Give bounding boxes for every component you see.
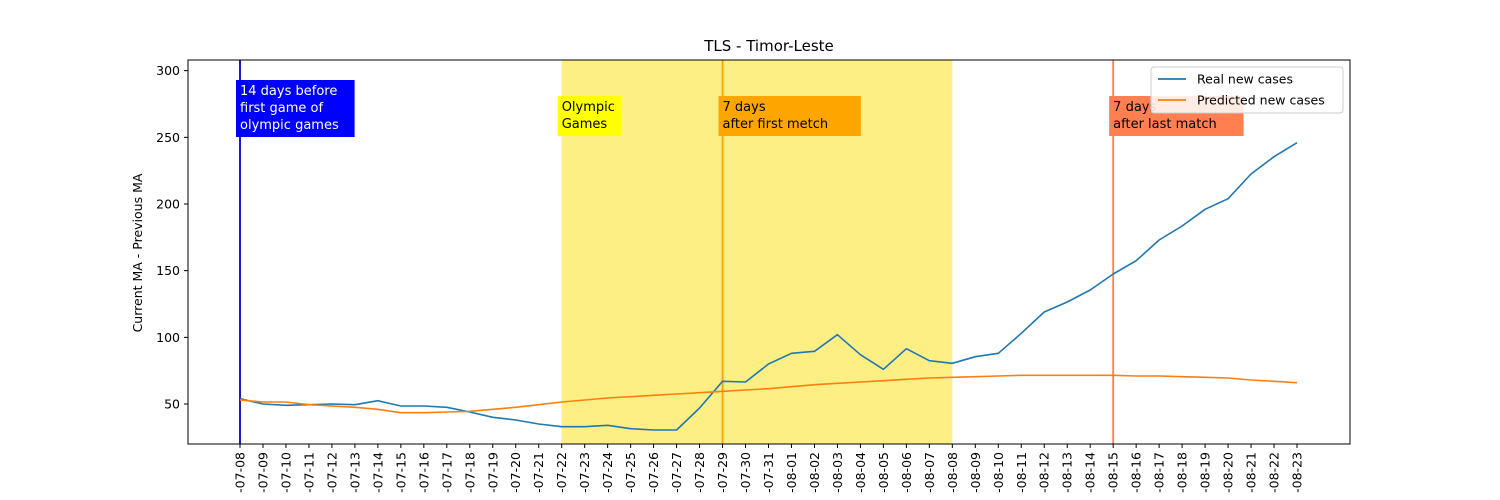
x-tick-label-41: -08-18: [1175, 452, 1190, 493]
annotation-text-1-0: Olympic: [562, 100, 615, 115]
annotation-text-1-1: Games: [562, 117, 608, 132]
x-tick-label-28: -08-05: [876, 452, 891, 493]
legend-label-0: Real new cases: [1197, 72, 1293, 87]
annotation-box-0: [236, 80, 355, 137]
x-tick-label-18: -07-26: [646, 452, 661, 493]
x-tick-label-23: -07-31: [761, 452, 776, 493]
x-tick-label-8: -07-16: [416, 452, 431, 493]
y-tick-label-200: 200: [156, 197, 180, 212]
annotation-box-1: [557, 96, 621, 136]
annotation-text-0-2: olympic games: [240, 118, 339, 133]
x-tick-label-2: -07-10: [279, 452, 294, 493]
x-tick-label-17: -07-25: [623, 452, 638, 493]
plot-area: 14 days before first game of olympic games…: [156, 59, 1351, 493]
y-axis-label: Current MA - Previous MA: [130, 173, 145, 332]
x-tick-label-6: -07-14: [370, 452, 385, 493]
x-tick-label-44: -08-21: [1244, 452, 1259, 493]
x-tick-label-39: -08-16: [1129, 452, 1144, 493]
x-tick-label-29: -08-06: [899, 452, 914, 493]
x-tick-label-32: -08-09: [968, 452, 983, 493]
series-line-0: [239, 142, 1298, 431]
x-tick-label-11: -07-19: [485, 452, 500, 493]
x-tick-label-26: -08-03: [830, 452, 845, 493]
x-tick-label-43: -08-20: [1221, 452, 1236, 493]
x-tick-label-20: -07-28: [692, 452, 707, 493]
x-tick-label-27: -08-04: [853, 452, 868, 493]
x-tick-label-40: -08-17: [1152, 452, 1167, 493]
annotation-box-2: [718, 96, 861, 136]
x-tick-label-31: -08-08: [945, 452, 960, 493]
x-tick-label-9: -07-17: [439, 452, 454, 493]
y-tick-label-50: 50: [164, 397, 180, 412]
annotation-2: 7 days after first metch: [718, 96, 861, 136]
annotation-text-0-1: first game of: [240, 101, 324, 116]
x-tick-label-45: -08-22: [1267, 452, 1282, 493]
annotation-text-2-0: 7 days: [723, 100, 766, 115]
x-tick-label-22: -07-30: [738, 452, 753, 493]
x-tick-label-12: -07-20: [508, 452, 523, 493]
y-tick-label-250: 250: [156, 130, 180, 145]
chart-title: TLS - Timor-Leste: [703, 37, 834, 55]
x-tick-label-35: -08-12: [1037, 452, 1052, 493]
x-tick-label-19: -07-27: [669, 452, 684, 493]
x-tick-label-13: -07-21: [531, 452, 546, 493]
x-tick-label-21: -07-29: [715, 452, 730, 493]
x-tick-label-46: -08-23: [1290, 452, 1305, 493]
annotation-1: Olympic Games: [557, 96, 621, 136]
x-tick-label-42: -08-19: [1198, 452, 1213, 493]
x-tick-label-5: -07-13: [347, 452, 362, 493]
annotation-text-3-1: after last match: [1113, 117, 1217, 132]
series-line-1: [239, 374, 1298, 414]
legend: Real new cases Predicted new cases: [1150, 66, 1344, 114]
annotation-text-3-0: 7 days: [1113, 100, 1156, 115]
y-tick-label-300: 300: [156, 63, 180, 78]
x-tick-label-0: -07-08: [233, 452, 248, 493]
x-tick-label-24: -08-01: [784, 452, 799, 493]
x-tick-label-30: -08-07: [922, 452, 937, 493]
x-tick-label-36: -08-13: [1060, 452, 1075, 493]
x-tick-label-37: -08-14: [1083, 452, 1098, 493]
legend-box: [1150, 66, 1344, 114]
x-tick-label-14: -07-22: [554, 452, 569, 493]
x-tick-label-15: -07-23: [577, 452, 592, 493]
y-tick-label-150: 150: [156, 263, 180, 278]
x-tick-label-38: -08-15: [1106, 452, 1121, 493]
annotation-0: 14 days before first game of olympic games: [236, 80, 355, 137]
x-tick-label-3: -07-11: [301, 452, 316, 493]
x-tick-label-1: -07-09: [256, 452, 271, 493]
x-tick-label-25: -08-02: [807, 452, 822, 493]
x-tick-label-16: -07-24: [600, 452, 615, 493]
x-tick-label-4: -07-12: [324, 452, 339, 493]
x-tick-label-7: -07-15: [393, 452, 408, 493]
y-tick-label-100: 100: [156, 330, 180, 345]
x-tick-label-10: -07-18: [462, 452, 477, 493]
x-tick-label-34: -08-11: [1014, 452, 1029, 493]
legend-label-1: Predicted new cases: [1197, 93, 1325, 108]
x-tick-label-33: -08-10: [991, 452, 1006, 493]
annotation-text-0-0: 14 days before: [240, 84, 337, 99]
annotation-text-2-1: after first metch: [723, 117, 829, 132]
